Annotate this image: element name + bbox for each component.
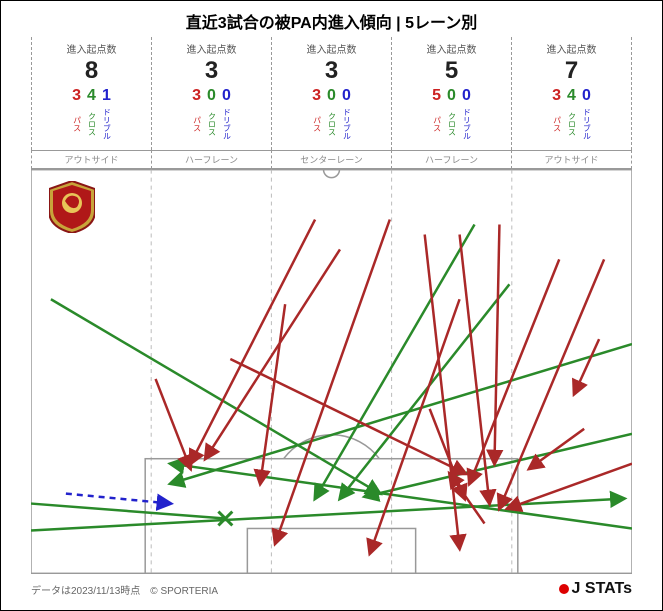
footer-logo: J STATs: [559, 580, 632, 598]
pass-count: 3: [192, 88, 201, 104]
dribble-count: 1: [102, 88, 111, 104]
chart-title: 直近3試合の被PA内進入傾向 | 5レーン別: [1, 1, 662, 37]
dribble-count: 0: [222, 88, 231, 104]
cross-label: クロス: [448, 104, 456, 144]
lane-breakdown: 3パス0クロス0ドリブル: [272, 88, 391, 144]
lane-name: ハーフレーン: [391, 150, 511, 169]
cross-count: 0: [327, 88, 336, 104]
pass-label: パス: [73, 104, 81, 144]
pass-count: 3: [312, 88, 321, 104]
pass-count: 5: [432, 88, 441, 104]
lane-total: 8: [32, 58, 151, 84]
cross-count: 0: [207, 88, 216, 104]
dribble-count: 0: [462, 88, 471, 104]
lane-breakdown: 3パス0クロス0ドリブル: [152, 88, 271, 144]
lane-total: 7: [512, 58, 631, 84]
pass-count: 3: [72, 88, 81, 104]
cross-label: クロス: [208, 104, 216, 144]
lane-breakdown: 3パス 4クロス 1ドリブル: [32, 88, 151, 144]
lane-stat-col: 進入起点数33パス0クロス0ドリブル: [151, 37, 271, 150]
footer-credit: データは2023/11/13時点 © SPORTERIA: [31, 582, 218, 597]
lane-stat-col: 進入起点数55パス0クロス0ドリブル: [391, 37, 511, 150]
lane-name: ハーフレーン: [151, 150, 271, 169]
cross-label: クロス: [568, 104, 576, 144]
lane-names-row: アウトサイドハーフレーンセンターレーンハーフレーンアウトサイド: [1, 150, 662, 169]
cross-label: クロス: [328, 104, 336, 144]
lane-breakdown: 5パス0クロス0ドリブル: [392, 88, 511, 144]
team-crest: [49, 181, 95, 233]
chart-container: 直近3試合の被PA内進入傾向 | 5レーン別 進入起点数83パス4クロス1ドリブ…: [0, 0, 663, 611]
footer: データは2023/11/13時点 © SPORTERIA J STATs: [1, 574, 662, 604]
dribble-label: ドリブル: [462, 104, 470, 144]
lane-name: センターレーン: [271, 150, 391, 169]
lane-stat-col: 進入起点数 8 3パス 4クロス 1ドリブル: [31, 37, 151, 150]
dribble-count: 0: [582, 88, 591, 104]
lane-sub-label: 進入起点数: [152, 41, 271, 56]
dribble-label: ドリブル: [102, 104, 110, 144]
lane-total: 5: [392, 58, 511, 84]
pass-label: パス: [193, 104, 201, 144]
dribble-label: ドリブル: [222, 104, 230, 144]
pitch-area: [1, 169, 662, 574]
lane-stats-header: 進入起点数83パス4クロス1ドリブル進入起点数33パス0クロス0ドリブル進入起点…: [1, 37, 662, 150]
lane-sub-label: 進入起点数: [512, 41, 631, 56]
lane-sub-label: 進入起点数: [272, 41, 391, 56]
lane-sub-label: 進入起点数: [32, 41, 151, 56]
lane-stat-col: 進入起点数 7 3パス 4クロス 0ドリブル: [511, 37, 632, 150]
dribble-label: ドリブル: [582, 104, 590, 144]
lane-total: 3: [152, 58, 271, 84]
cross-count: 4: [87, 88, 96, 104]
lane-total: 3: [272, 58, 391, 84]
pass-label: パス: [433, 104, 441, 144]
dribble-count: 0: [342, 88, 351, 104]
pass-label: パス: [553, 104, 561, 144]
lane-sub-label: 進入起点数: [392, 41, 511, 56]
pass-count: 3: [552, 88, 561, 104]
lane-name: アウトサイド: [511, 150, 632, 169]
cross-count: 4: [567, 88, 576, 104]
jstats-dot-icon: [559, 584, 569, 594]
cross-label: クロス: [88, 104, 96, 144]
dribble-label: ドリブル: [342, 104, 350, 144]
pitch-svg: [31, 169, 632, 574]
cross-count: 0: [447, 88, 456, 104]
lane-stat-col: 進入起点数33パス0クロス0ドリブル: [271, 37, 391, 150]
lane-name: アウトサイド: [31, 150, 151, 169]
lane-breakdown: 3パス 4クロス 0ドリブル: [512, 88, 631, 144]
pass-label: パス: [313, 104, 321, 144]
